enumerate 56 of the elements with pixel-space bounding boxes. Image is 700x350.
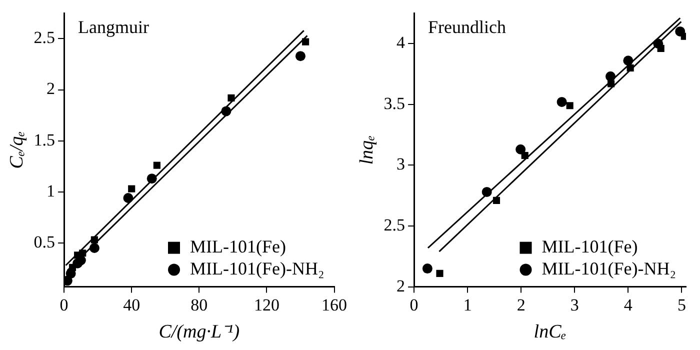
y-tick-label: 2.5 xyxy=(34,28,56,48)
y-tick-label: 1 xyxy=(46,181,56,200)
x-tick-label: 0 xyxy=(410,295,418,314)
y-tick-label: 3.5 xyxy=(384,94,406,113)
point xyxy=(153,162,160,169)
x-tick-label: 4 xyxy=(624,295,633,314)
y-tick-label: 0.5 xyxy=(34,232,56,252)
legend-label: MIL-101(Fe)-NH₂ xyxy=(542,258,676,279)
point xyxy=(566,102,574,110)
point xyxy=(68,264,76,271)
point xyxy=(492,196,500,204)
y-tick-label: 2 xyxy=(46,79,56,98)
x-tick-label: 3 xyxy=(570,295,579,314)
point xyxy=(436,270,444,277)
x-tick-label: 5 xyxy=(677,295,686,314)
point xyxy=(482,186,492,197)
point xyxy=(123,192,134,203)
chart-title: Freundlich xyxy=(428,16,506,37)
point xyxy=(521,152,528,160)
point xyxy=(79,250,86,257)
point xyxy=(516,144,526,154)
y-tick-label: 3 xyxy=(396,154,406,174)
x-tick-label: 160 xyxy=(322,295,347,314)
x-axis-title: C/(mg·L⁻¹) xyxy=(158,322,240,343)
x-tick-label: 1 xyxy=(463,295,472,314)
point xyxy=(146,174,157,184)
point xyxy=(228,94,235,102)
point xyxy=(221,106,232,116)
point xyxy=(608,80,615,88)
y-tick-label: 1.5 xyxy=(34,130,56,150)
point xyxy=(90,236,98,244)
y-tick-label: 4 xyxy=(396,33,406,52)
legend-label: MIL-101(Fe)-NH₂ xyxy=(190,258,324,279)
x-tick-label: 40 xyxy=(123,295,140,314)
x-tick-label: 120 xyxy=(254,295,280,314)
y-axis-title: lnqₑ xyxy=(356,135,378,165)
x-tick-label: 80 xyxy=(190,295,208,314)
chart-title: Langmuir xyxy=(78,16,150,37)
x-tick-label: 0 xyxy=(60,295,68,314)
point xyxy=(302,38,310,46)
y-tick-label: 2.5 xyxy=(384,215,406,234)
point xyxy=(657,44,664,52)
point xyxy=(295,51,306,62)
x-tick-label: 2 xyxy=(516,295,526,314)
y-tick-label: 2 xyxy=(396,276,406,296)
y-axis-title: Cₑ/qₑ xyxy=(6,131,28,169)
x-axis-title: lnCₑ xyxy=(534,322,566,343)
point xyxy=(623,56,634,66)
point xyxy=(606,71,616,82)
point xyxy=(556,96,567,107)
point xyxy=(89,243,100,254)
legend-label: MIL-101(Fe) xyxy=(542,236,638,257)
point xyxy=(626,64,634,72)
point xyxy=(128,185,136,192)
point xyxy=(422,264,432,274)
legend-label: MIL-101(Fe) xyxy=(190,236,286,257)
